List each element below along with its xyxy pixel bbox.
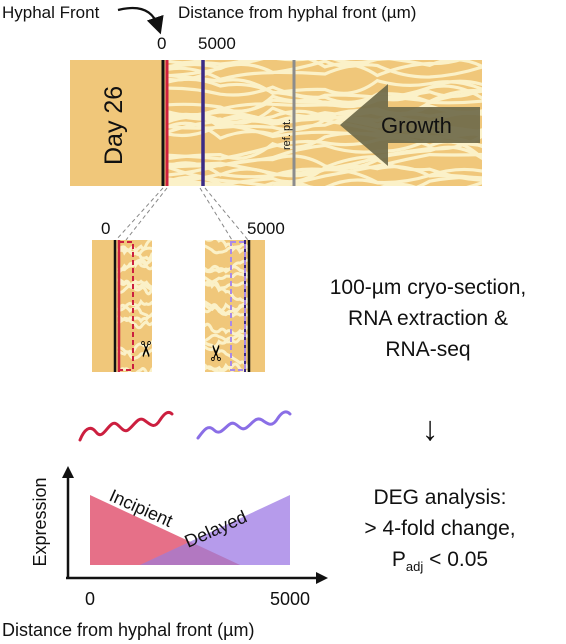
hypha-strand <box>117 258 152 274</box>
growth-label: Growth <box>381 113 452 138</box>
hypha-strand <box>205 258 249 274</box>
scissors-icon: ✂ <box>205 344 230 362</box>
growth-arrow-icon <box>340 84 480 166</box>
incipient-section-block: ✂ <box>92 240 157 372</box>
reference-point-label: ref. pt. <box>281 119 293 150</box>
hypha-strand <box>117 313 152 324</box>
hypha-strand <box>117 298 152 312</box>
zoom-connectors <box>115 187 249 241</box>
y-axis-arrowhead-icon <box>62 466 74 478</box>
hypha-strand <box>166 181 417 186</box>
cryo-section-text-line2: RNA extraction & <box>348 307 508 330</box>
day-label: Day 26 <box>100 86 128 165</box>
hypha-strand <box>166 60 465 78</box>
delayed-cut-region <box>230 241 246 371</box>
hypha-strand <box>166 165 482 186</box>
hypha-strand <box>166 136 482 161</box>
hyphal-front-pointer-icon <box>117 6 164 35</box>
x-tick-label-0: 0 <box>85 589 95 609</box>
hypha-strand <box>166 73 482 95</box>
hypha-strand <box>205 280 249 303</box>
x-axis-arrowhead-icon <box>316 572 328 584</box>
hypha-strand <box>205 345 249 369</box>
incipient-cut-region <box>118 241 134 371</box>
hypha-strand <box>205 240 249 253</box>
hypha-strand <box>117 367 152 372</box>
delayed-section-block: ✂ <box>205 240 265 372</box>
hypha-strand <box>205 302 249 312</box>
hypha-strand <box>117 279 152 291</box>
x-axis-label: Distance from hyphal front (µm) <box>2 620 254 640</box>
tick-label-0: 0 <box>157 34 166 53</box>
hypha-strand <box>117 246 152 256</box>
hypha-strand <box>166 60 253 69</box>
cryo-section-text-line3: RNA-seq <box>385 338 470 361</box>
deg-p: P <box>392 548 406 571</box>
deg-rest: < 0.05 <box>423 548 488 571</box>
hypha-strand <box>166 104 482 125</box>
hypha-strand <box>205 334 249 349</box>
hypha-strand <box>205 244 249 255</box>
colony-band: ref. pt. Day 26 Growth <box>70 60 482 186</box>
hypha-strand <box>117 283 152 296</box>
down-arrow-icon: ↓ <box>422 410 439 448</box>
delayed-rna-squiggle <box>196 410 292 440</box>
x-tick-label-5000: 5000 <box>270 589 310 609</box>
deg-text-line3: Padj < 0.05 <box>392 548 488 574</box>
incipient-rna-squiggle <box>78 410 174 442</box>
distance-header-label: Distance from hyphal front (µm) <box>178 3 416 22</box>
hypha-strand <box>117 340 152 354</box>
section-tick-0: 0 <box>101 219 110 238</box>
deg-text-line1: DEG analysis: <box>373 486 506 509</box>
hypha-strand <box>205 280 249 290</box>
hypha-strand <box>205 322 249 336</box>
hypha-strand <box>166 181 205 186</box>
scissors-icon: ✂ <box>132 340 157 358</box>
hypha-strand <box>166 79 482 117</box>
section-tick-5000: 5000 <box>247 219 285 238</box>
hyphal-front-label: Hyphal Front <box>2 3 100 22</box>
expression-plot: Incipient Delayed Expression 0 5000 Dist… <box>2 466 328 640</box>
hypha-strand <box>205 264 249 276</box>
hypha-strand <box>166 152 482 186</box>
hypha-strand <box>205 363 247 372</box>
deg-text-line2: > 4-fold change, <box>364 517 515 540</box>
hypha-strand <box>117 348 152 360</box>
hypha-strand <box>166 161 482 181</box>
hypha-strand <box>166 60 392 78</box>
cryo-section-text-line1: 100-µm cryo-section, <box>330 276 527 299</box>
hypha-strand <box>166 60 482 82</box>
y-axis-label: Expression <box>30 477 50 566</box>
tick-label-5000: 5000 <box>198 34 236 53</box>
deg-sub: adj <box>406 559 423 574</box>
hypha-strand <box>166 60 264 82</box>
